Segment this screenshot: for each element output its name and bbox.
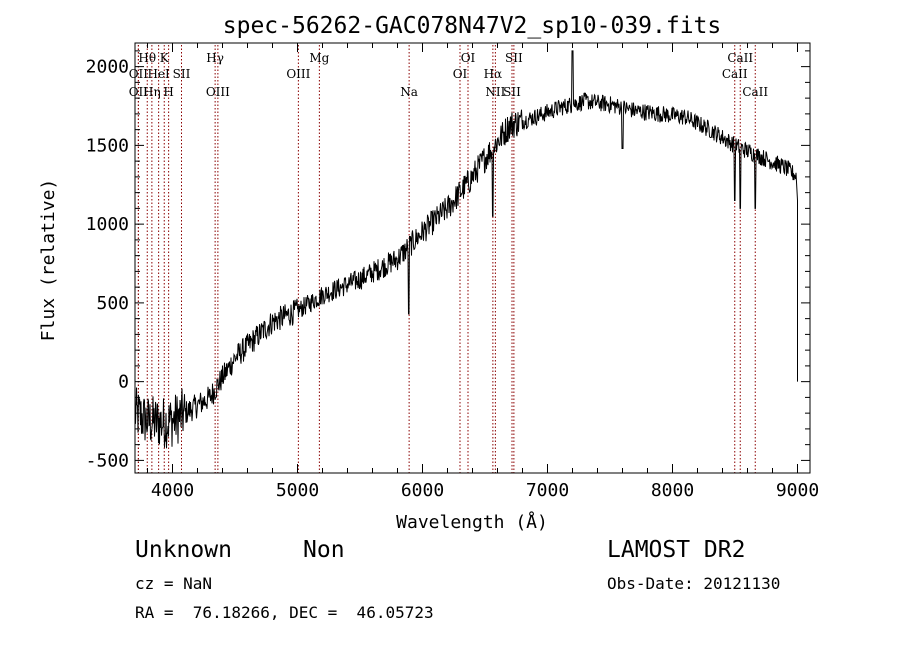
- y-tick-label: 0: [118, 372, 129, 393]
- chart-title: spec-56262-GAC078N47V2_sp10-039.fits: [223, 13, 722, 39]
- plot-frame: [134, 42, 811, 474]
- object-type: Unknown: [135, 537, 232, 563]
- line-marker-label: Hγ: [206, 51, 224, 65]
- survey-name: LAMOST DR2: [607, 537, 746, 563]
- line-marker-label: H: [163, 85, 173, 99]
- line-marker-label: Mg: [309, 51, 329, 65]
- line-marker-label: HeI: [147, 67, 170, 81]
- line-marker-label: SII: [173, 67, 191, 81]
- line-marker-label: OI: [453, 67, 468, 81]
- line-marker-label: OI: [461, 51, 476, 65]
- axis-ticks: 4000 5000 6000 7000 8000 9000 -500 0 500 1000 1500…: [86, 43, 819, 501]
- x-axis-label: Wavelength (Å): [396, 511, 548, 533]
- x-tick-label: 5000: [276, 480, 319, 501]
- line-marker-label: CaII: [742, 85, 768, 99]
- y-tick-label: -500: [86, 450, 129, 471]
- spectrum-chart: spec-56262-GAC078N47V2_sp10-039.fits Wav…: [38, 13, 819, 533]
- spectrum-line: [134, 50, 798, 449]
- line-marker-label: Na: [400, 85, 418, 99]
- object-subclass: Non: [303, 537, 345, 563]
- x-tick-label: 7000: [526, 480, 569, 501]
- line-marker-label: Hθ: [138, 51, 156, 65]
- line-marker-label: SII: [503, 85, 521, 99]
- line-marker-label: Hη: [143, 85, 161, 99]
- line-marker-label: OIII: [206, 85, 230, 99]
- x-tick-label: 8000: [651, 480, 694, 501]
- redshift-cz: cz = NaN: [135, 574, 213, 593]
- line-marker-label: OIII: [286, 67, 310, 81]
- ra-dec: RA = 76.18266, DEC = 46.05723: [135, 603, 434, 622]
- obs-date: Obs-Date: 20121130: [607, 574, 781, 593]
- x-tick-label: 9000: [776, 480, 819, 501]
- x-tick-label: 4000: [151, 480, 194, 501]
- y-tick-label: 1500: [86, 135, 129, 156]
- y-tick-label: 2000: [86, 57, 129, 78]
- y-tick-label: 500: [96, 293, 129, 314]
- line-marker-label: CaII: [727, 51, 753, 65]
- line-marker-label: OII: [129, 85, 149, 99]
- x-tick-label: 6000: [401, 480, 444, 501]
- spectrum-series: [134, 50, 798, 449]
- line-marker-label: NII: [485, 85, 505, 99]
- line-marker-label: K: [160, 51, 170, 65]
- line-marker-label: SII: [505, 51, 523, 65]
- y-tick-label: 1000: [86, 214, 129, 235]
- line-marker-label: CaII: [722, 67, 748, 81]
- y-axis-label: Flux (relative): [38, 179, 59, 342]
- line-marker-label: Hα: [484, 67, 503, 81]
